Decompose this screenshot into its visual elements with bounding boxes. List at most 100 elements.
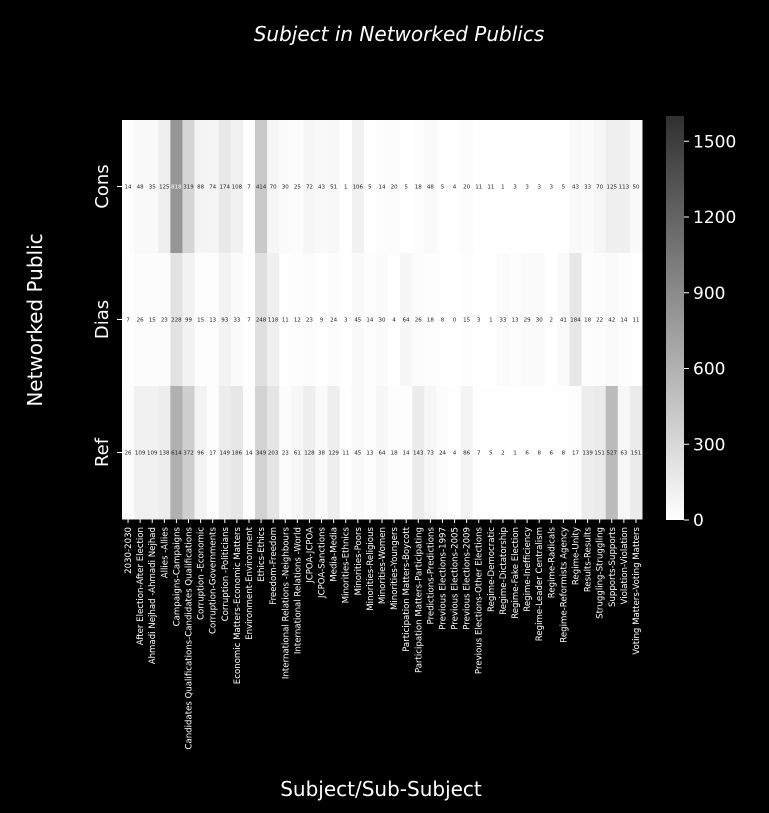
cell-value-label: 23: [161, 318, 168, 324]
cell-value-label: 99: [185, 318, 192, 324]
heatmap-cell: [412, 386, 425, 520]
column-label: Allies -Allies: [160, 526, 170, 578]
cell-value-label: 319: [183, 185, 194, 191]
cell-value-label: 109: [147, 451, 158, 457]
heatmap-cell: [279, 120, 292, 254]
column-label: Regime-Unity: [571, 527, 581, 585]
heatmap-cell: [134, 120, 147, 254]
cell-value-label: 4: [453, 451, 457, 457]
heatmap-cell: [496, 120, 510, 254]
column-label: Supports-Supports: [608, 526, 618, 607]
cell-value-label: 38: [318, 451, 325, 457]
cell-value-label: 11: [282, 318, 289, 324]
heatmap-cell: [170, 120, 183, 254]
cell-value-label: 33: [233, 318, 240, 324]
column-label: Ahmadi Nejhad -Ahmadi Nejhad: [148, 527, 158, 664]
heatmap-cell: [448, 386, 462, 520]
colorbar-tick-label: 0: [693, 511, 704, 531]
heatmap-cell: [158, 120, 171, 254]
heatmap-cell: [557, 386, 570, 520]
cell-value-label: 41: [560, 318, 567, 324]
heatmap-cell: [363, 386, 377, 520]
heatmap-cell: [617, 386, 631, 520]
heatmap-cell: [158, 386, 171, 520]
cell-value-label: 48: [137, 185, 144, 191]
cell-value-label: 43: [572, 185, 579, 191]
cell-value-label: 128: [304, 451, 315, 457]
cell-value-label: 106: [353, 185, 364, 191]
cell-value-label: 11: [475, 185, 482, 191]
cell-value-label: 1: [513, 451, 517, 457]
cell-value-label: 20: [463, 185, 470, 191]
cell-value-label: 61: [294, 451, 301, 457]
heatmap-cell: [315, 253, 329, 387]
cell-value-label: 23: [282, 451, 289, 457]
cell-value-label: 7: [247, 318, 251, 324]
cell-value-label: 42: [608, 318, 615, 324]
cell-value-label: 64: [379, 451, 386, 457]
heatmap-cell: [436, 253, 450, 387]
column-label: Participation Matters-Participating: [414, 527, 424, 673]
heatmap-cell: [303, 253, 316, 387]
heatmap-cell: [629, 253, 643, 387]
column-label: Regime-Dictatorship: [499, 527, 509, 615]
cell-value-label: 20: [391, 185, 398, 191]
cell-value-label: 48: [427, 185, 434, 191]
cell-value-label: 3: [477, 318, 481, 324]
heatmap-cell: [388, 386, 401, 520]
cell-value-label: 45: [354, 318, 361, 324]
row-label: Ref: [92, 437, 113, 467]
column-label: Results-Results: [584, 526, 594, 592]
heatmap-cell: [194, 386, 208, 520]
cell-value-label: 1: [501, 185, 505, 191]
column-label: Minorities-Youngers: [390, 526, 400, 610]
cell-value-label: 17: [572, 451, 579, 457]
cell-value-label: 349: [256, 451, 267, 457]
column-label: 2030-2030: [124, 527, 134, 574]
heatmap-cell: [545, 386, 558, 520]
heatmap-cell: [581, 120, 595, 254]
colorbar: 0 300 600 900 1200 1500: [666, 116, 736, 531]
heatmap-cell: [412, 120, 425, 254]
cell-value-label: 3: [525, 185, 529, 191]
heatmap-cell: [496, 386, 510, 520]
heatmap-cell: [605, 120, 619, 254]
x-axis-label: Subject/Sub-Subject: [280, 777, 482, 801]
cell-value-label: 24: [439, 451, 446, 457]
cell-value-label: 13: [512, 318, 519, 324]
heatmap-cell: [436, 386, 450, 520]
heatmap-cell: [230, 386, 244, 520]
cell-value-label: 4: [392, 318, 396, 324]
column-label: Voting Matters-Voting Matters: [632, 526, 642, 654]
heatmap-cell: [593, 386, 607, 520]
colorbar-tick-label: 1500: [693, 132, 736, 152]
heatmap-cell: [267, 386, 280, 520]
row-labels: Cons Dias Ref: [92, 164, 122, 467]
row-label: Dias: [92, 300, 113, 339]
heatmap-cell: [460, 386, 474, 520]
heatmap-cell: [605, 386, 619, 520]
cell-value-label: 5: [562, 185, 566, 191]
heatmap-cell: [242, 386, 256, 520]
heatmap-cell: [255, 120, 268, 254]
cell-value-label: 11: [342, 451, 349, 457]
cell-value-label: 51: [330, 185, 337, 191]
cell-value-label: 26: [415, 318, 422, 324]
cell-value-label: 151: [594, 451, 605, 457]
heatmap-cell: [436, 120, 450, 254]
heatmap-cell: [339, 253, 353, 387]
cell-value-label: 174: [220, 185, 231, 191]
cell-value-label: 15: [149, 318, 156, 324]
heatmap-cell: [218, 120, 232, 254]
column-label: Ethics-Ethics: [257, 526, 267, 581]
colorbar-tick-label: 300: [693, 435, 725, 455]
heatmap-cell: [122, 120, 135, 254]
cell-value-label: 8: [562, 451, 566, 457]
heatmap-cell: [170, 386, 183, 520]
heatmap-cell: [242, 120, 256, 254]
colorbar-tick-label: 900: [693, 284, 725, 304]
colorbar-tick-label: 1200: [693, 208, 736, 228]
heatmap-cell: [472, 120, 486, 254]
cell-value-label: 6: [525, 451, 529, 457]
column-label: Regime-Radicals: [547, 526, 557, 598]
